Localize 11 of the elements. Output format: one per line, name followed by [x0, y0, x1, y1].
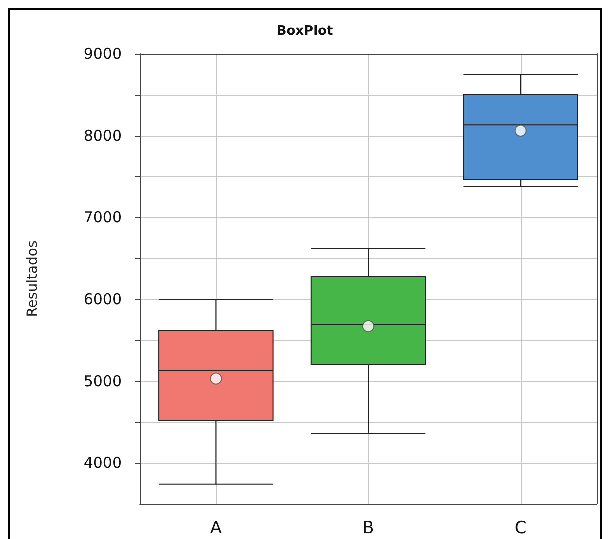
chart-title: BoxPlot: [276, 24, 334, 39]
y-axis-title: Resultados: [25, 240, 41, 318]
x-tick-label: C: [514, 518, 527, 538]
y-tick-label: 8000: [84, 126, 122, 145]
y-tick-label: 6000: [84, 290, 122, 308]
x-tick-label: A: [210, 518, 222, 538]
y-tick-label: 5000: [84, 372, 122, 390]
y-tick-label: 9000: [84, 45, 122, 63]
y-tick-label: 4000: [84, 454, 122, 472]
x-tick-label: B: [362, 518, 374, 538]
y-tick-label: 7000: [84, 208, 122, 227]
